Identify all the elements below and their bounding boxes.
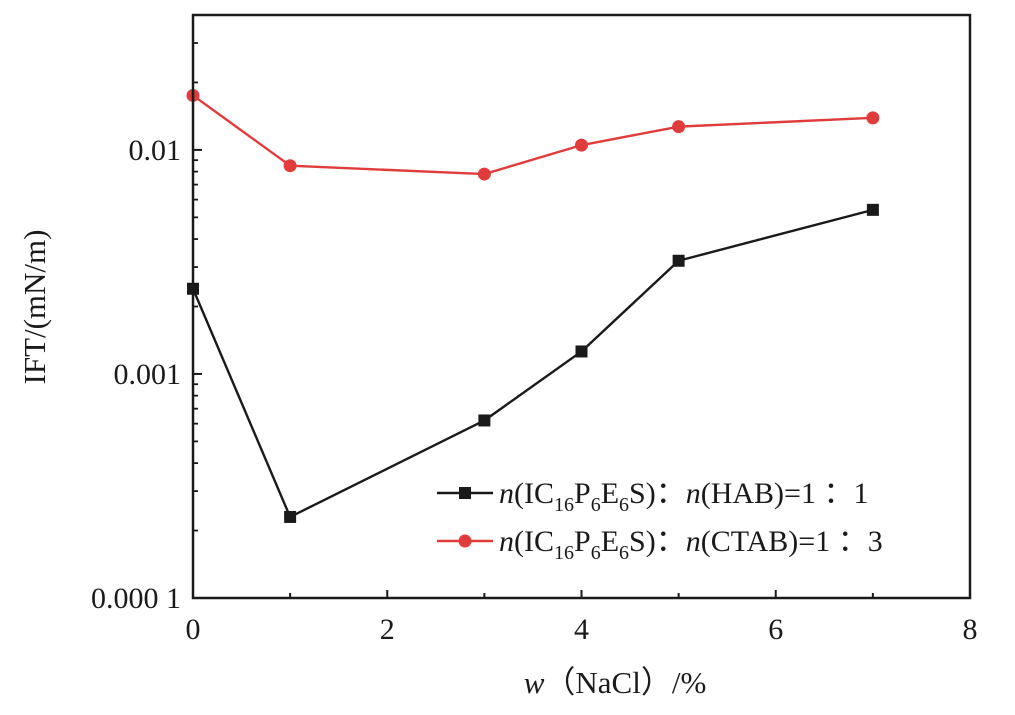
series-2-point — [866, 111, 880, 125]
series-1-point — [672, 254, 685, 267]
plot-frame — [191, 13, 972, 600]
series-2-line — [192, 94, 873, 176]
x-axis-title: w（NaCl）/% — [524, 665, 707, 700]
x-tick-label: 0 — [186, 613, 201, 646]
series-2-point — [283, 159, 297, 173]
legend-item-1: n(IC16P6E6S)：n(HAB)=1 ：1 — [437, 477, 868, 516]
y-axis-title: IFT/(mN/m) — [17, 230, 52, 385]
legend-item-2: n(IC16P6E6S)：n(CTAB)=1 ：3 — [437, 525, 883, 564]
x-axis-title-var: w — [524, 665, 545, 700]
series-1-point — [575, 345, 588, 358]
x-tick-label: 6 — [768, 613, 783, 646]
x-axis-title-rest: （NaCl）/% — [544, 665, 706, 700]
series-1-point — [284, 510, 297, 523]
series-2-point — [477, 167, 491, 181]
legend-marker-1 — [459, 487, 471, 499]
series-1-line — [191, 208, 874, 519]
x-tick-label: 8 — [963, 613, 978, 646]
x-tick-label: 2 — [380, 613, 395, 646]
series-1-point — [478, 414, 491, 427]
y-tick-label: 0.01 — [129, 134, 182, 167]
legend: n(IC16P6E6S)：n(HAB)=1 ：1 n(IC16P6E6S)：n(… — [437, 477, 883, 564]
x-tick-label: 4 — [574, 613, 589, 646]
y-tick-label: 0.001 — [114, 358, 182, 391]
ticks-layer: 0 2 4 6 8 0.000 1 0.001 0.01 — [91, 42, 978, 646]
series-2-point — [575, 138, 588, 152]
y-tick-label: 0.000 1 — [91, 582, 181, 615]
legend-label-2: n(IC16P6E6S)：n(CTAB)=1 ：3 — [499, 525, 883, 564]
legend-label-1: n(IC16P6E6S)：n(HAB)=1 ：1 — [499, 477, 868, 516]
legend-marker-2 — [458, 534, 472, 548]
series-2-point — [672, 120, 686, 134]
series-layer — [186, 88, 880, 523]
series-1-point — [866, 203, 879, 216]
